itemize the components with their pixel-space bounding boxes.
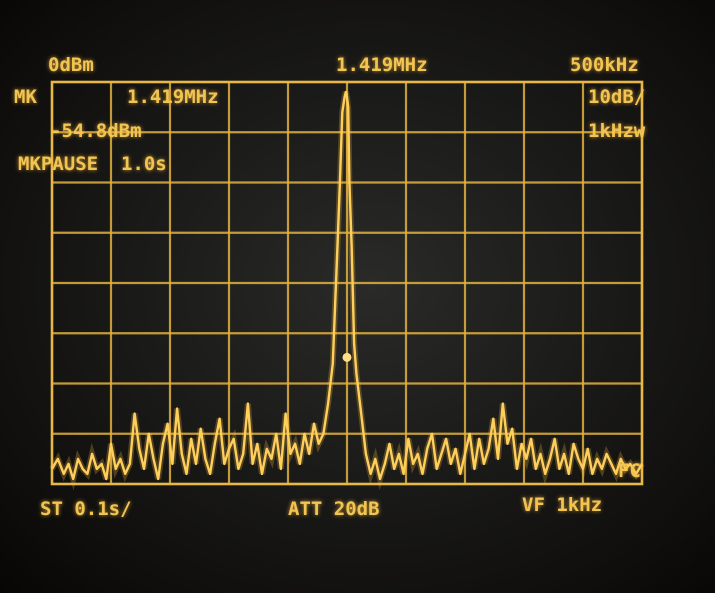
corner-indicator: FC	[618, 460, 641, 482]
marker-pause: MKPAUSE 1.0s	[18, 153, 167, 175]
marker-frequency: 1.419MHz	[127, 86, 219, 108]
resolution-bandwidth: 1kHzw	[588, 120, 646, 142]
marker-level: -54.8dBm	[50, 120, 142, 142]
frequency-span: 500kHz	[570, 54, 639, 76]
amplitude-scale: 10dB/	[588, 86, 646, 108]
reference-level: 0dBm	[48, 54, 94, 76]
marker-dot	[342, 352, 352, 362]
input-attenuation: ATT 20dB	[288, 498, 380, 520]
center-frequency: 1.419MHz	[336, 54, 428, 76]
spectrum-trace	[50, 90, 644, 481]
sweep-time: ST 0.1s/	[40, 498, 132, 520]
marker-label: MK	[14, 86, 37, 108]
graticule-frame	[50, 80, 644, 486]
graticule	[52, 82, 642, 484]
video-filter: VF 1kHz	[522, 494, 603, 516]
